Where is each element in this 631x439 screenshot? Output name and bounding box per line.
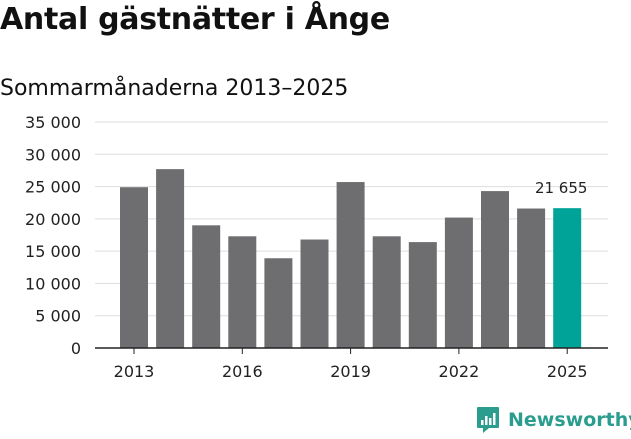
- chart-subtitle: Sommarmånaderna 2013–2025: [0, 76, 349, 101]
- y-axis-ticks: 0 5 000 10 000 15 000 20 000 25 000 30 000 35 0…: [25, 113, 81, 358]
- bar-2016: [228, 236, 257, 348]
- y-tick-label: 25 000: [25, 178, 81, 197]
- bar-2015: [192, 225, 221, 348]
- bar-2022: [444, 217, 473, 348]
- bar-2018: [300, 239, 329, 348]
- bar-2014: [156, 169, 185, 348]
- chart-title: Antal gästnätter i Ånge: [0, 2, 390, 37]
- newsworthy-logo[interactable]: Newsworthy: [476, 406, 631, 433]
- bar-chart: 0 5 000 10 000 15 000 20 000 25 000 30 000 35 0…: [25, 113, 608, 381]
- x-axis-ticks: 2013 2016 2019 2022 2025: [114, 348, 588, 381]
- bar-2017: [264, 258, 293, 348]
- bar-2025: [553, 208, 582, 348]
- bar-2023: [481, 191, 509, 348]
- y-tick-label: 0: [71, 339, 81, 358]
- bars: [120, 169, 582, 348]
- y-tick-label: 35 000: [25, 113, 81, 132]
- y-tick-label: 5 000: [35, 307, 81, 326]
- data-labels: 21 655: [535, 179, 588, 197]
- x-tick-label: 2025: [547, 362, 588, 381]
- y-tick-label: 20 000: [25, 210, 81, 229]
- brand-name: Newsworthy: [508, 408, 631, 431]
- x-tick-label: 2016: [222, 362, 263, 381]
- y-tick-label: 15 000: [25, 242, 81, 261]
- x-tick-label: 2019: [330, 362, 371, 381]
- data-label-2025: 21 655: [535, 179, 588, 197]
- bar-2019: [336, 182, 365, 348]
- y-tick-label: 30 000: [25, 145, 81, 164]
- newsworthy-icon: [477, 407, 499, 433]
- bar-2020: [372, 236, 401, 348]
- x-tick-label: 2022: [439, 362, 480, 381]
- y-tick-label: 10 000: [25, 274, 81, 293]
- x-tick-label: 2013: [114, 362, 155, 381]
- bar-2024: [517, 208, 546, 348]
- bar-2021: [408, 242, 437, 348]
- bar-2013: [120, 187, 148, 348]
